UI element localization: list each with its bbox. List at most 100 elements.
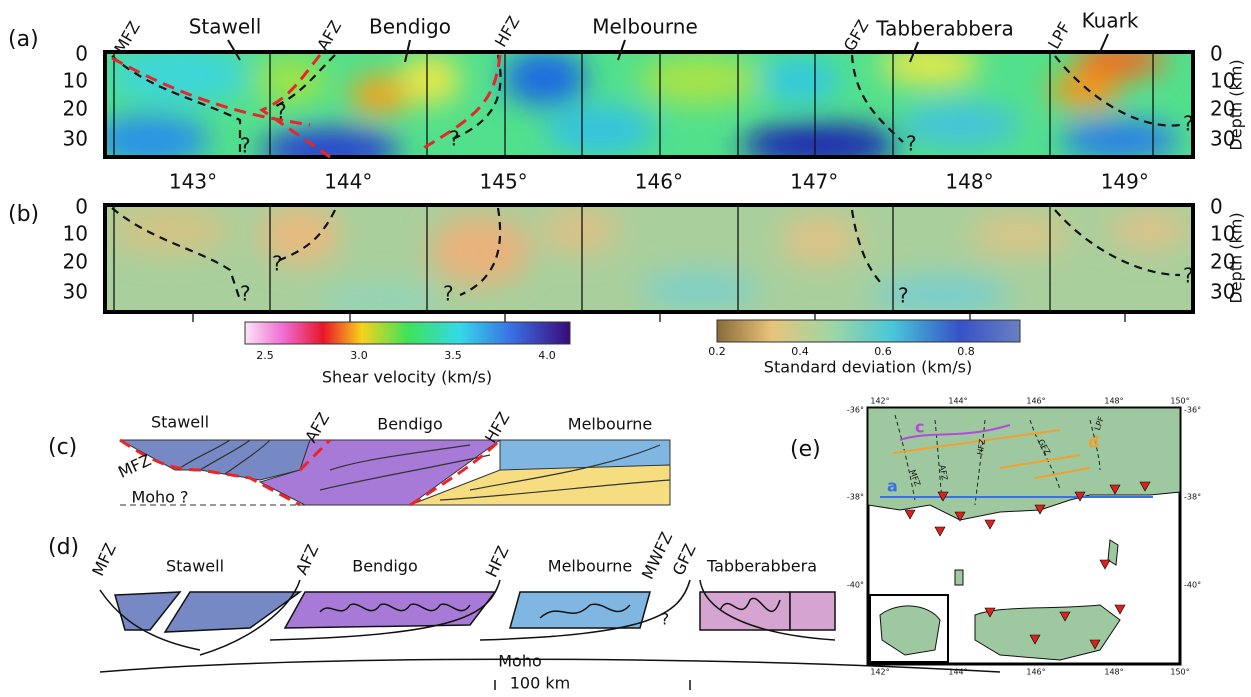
colorbar <box>716 319 1021 343</box>
shape-path <box>954 539 1119 586</box>
shape-g: a c d <box>887 418 1099 496</box>
fault-label: MWFZ <box>638 529 676 582</box>
shape-path <box>894 414 916 501</box>
shape-g: 0 0 10 10 20 20 30 30 <box>63 195 1236 304</box>
shape-ellipse <box>780 215 860 265</box>
leader-lines <box>227 33 1109 63</box>
shape-g: 142° 144° 146° 148° 150° 142° 144° 146° … <box>847 397 1201 677</box>
query: ? <box>240 282 251 306</box>
fault-label: AFZ <box>292 541 322 577</box>
profile-label: a <box>887 477 898 496</box>
shape-g: Stawell Bendigo Melbourne Tabberabbera K… <box>189 9 1139 41</box>
terrane-label: Stawell <box>151 413 209 432</box>
shape-line <box>227 39 241 61</box>
shape-ellipse <box>1110 210 1190 250</box>
shape-path <box>1099 559 1111 570</box>
shape-ellipse <box>540 205 620 255</box>
shape-g: ? ? ? ? ? <box>240 252 1194 308</box>
shape-g <box>904 481 1151 650</box>
axis-label: Depth (km) <box>1227 212 1246 303</box>
shape-path <box>479 579 691 641</box>
query: ? <box>240 134 251 158</box>
grid-b <box>113 205 1126 322</box>
shape-path <box>1059 611 1071 622</box>
map-tick: 142° <box>870 668 889 677</box>
shape-path <box>879 605 941 656</box>
std-section-b <box>105 205 1193 312</box>
shape-ellipse <box>545 105 655 155</box>
colorbar-label: Shear velocity (km/s) <box>322 368 492 387</box>
colorbar-tick: 0.6 <box>874 345 892 358</box>
shape-path <box>199 579 301 656</box>
shape-ellipse <box>760 58 840 102</box>
shape-path <box>99 658 1001 673</box>
terrane-label: Bendigo <box>352 557 418 576</box>
query: ? <box>898 284 909 308</box>
depth-tick: 10 <box>1210 222 1235 246</box>
map-tick: -40° <box>1184 581 1201 590</box>
terrane-label: Melbourne <box>592 15 698 39</box>
depth-tick: 10 <box>63 69 88 93</box>
fault-trace <box>111 207 242 301</box>
shape-path <box>329 444 471 471</box>
fault-trace <box>111 55 242 152</box>
fault-label: GFZ <box>840 17 873 55</box>
fault-label: LPF <box>1044 19 1074 53</box>
shape-polygon <box>163 591 303 633</box>
depth-tick: 0 <box>1210 195 1223 219</box>
shape-ellipse <box>740 123 900 157</box>
shape-g <box>179 439 671 501</box>
moho-label: Moho ? <box>131 488 188 507</box>
map-tick: -40° <box>847 581 864 590</box>
shape-path <box>319 603 471 613</box>
terrane-label: Tabberabbera <box>706 557 817 576</box>
cross-section-c <box>119 438 671 507</box>
lon-tick: 146° <box>635 170 683 194</box>
shape-ellipse <box>1050 70 1120 110</box>
depth-tick: 0 <box>75 195 88 219</box>
colorbar-tick: 0.8 <box>957 345 975 358</box>
shape-path <box>699 579 836 641</box>
depth-tick: 20 <box>63 250 88 274</box>
frame <box>103 203 1195 314</box>
shape-path <box>1109 484 1121 495</box>
model-fault <box>298 438 332 472</box>
shape-g: 0.2 0.4 0.6 0.8 <box>708 345 975 358</box>
shape-path <box>469 444 661 491</box>
shape-path <box>984 607 996 618</box>
map-tick: 148° <box>1104 397 1123 406</box>
shape-polygon <box>114 591 182 631</box>
shape-g <box>105 52 1180 157</box>
shape-path <box>1029 419 1061 491</box>
map-tick: 146° <box>1026 397 1045 406</box>
fault-label: HFZ <box>482 543 513 580</box>
shape-ellipse <box>105 115 210 157</box>
shape-line <box>1099 33 1109 53</box>
colorbar-tick: 3.0 <box>350 349 368 362</box>
shape-path <box>1139 481 1151 492</box>
shape-path <box>1089 419 1101 471</box>
shape-path <box>892 429 1061 454</box>
query: ? <box>276 100 287 124</box>
shape-ellipse <box>260 128 400 157</box>
map-tick: 150° <box>1170 397 1189 406</box>
map-tick: -36° <box>847 406 864 415</box>
grid-a <box>113 52 1154 157</box>
query: ? <box>906 132 917 156</box>
colorbar-tick: 4.0 <box>538 349 556 362</box>
shape-ellipse <box>255 55 325 105</box>
shape-path <box>934 526 946 537</box>
shape-ellipse <box>430 215 530 285</box>
colorbar-tick: 2.5 <box>256 349 274 362</box>
moho-label: Moho <box>498 652 542 671</box>
depth-tick: 20 <box>63 97 88 121</box>
panel-label: (b) <box>8 202 39 227</box>
depth-tick: 0 <box>1210 42 1223 66</box>
shape-path <box>439 479 671 501</box>
panel-label: (c) <box>48 435 77 460</box>
colorbar-tick: 0.2 <box>708 345 726 358</box>
shape-path <box>937 491 949 502</box>
terrane-label: Stawell <box>166 557 224 576</box>
map-tick: -38° <box>1184 493 1201 502</box>
